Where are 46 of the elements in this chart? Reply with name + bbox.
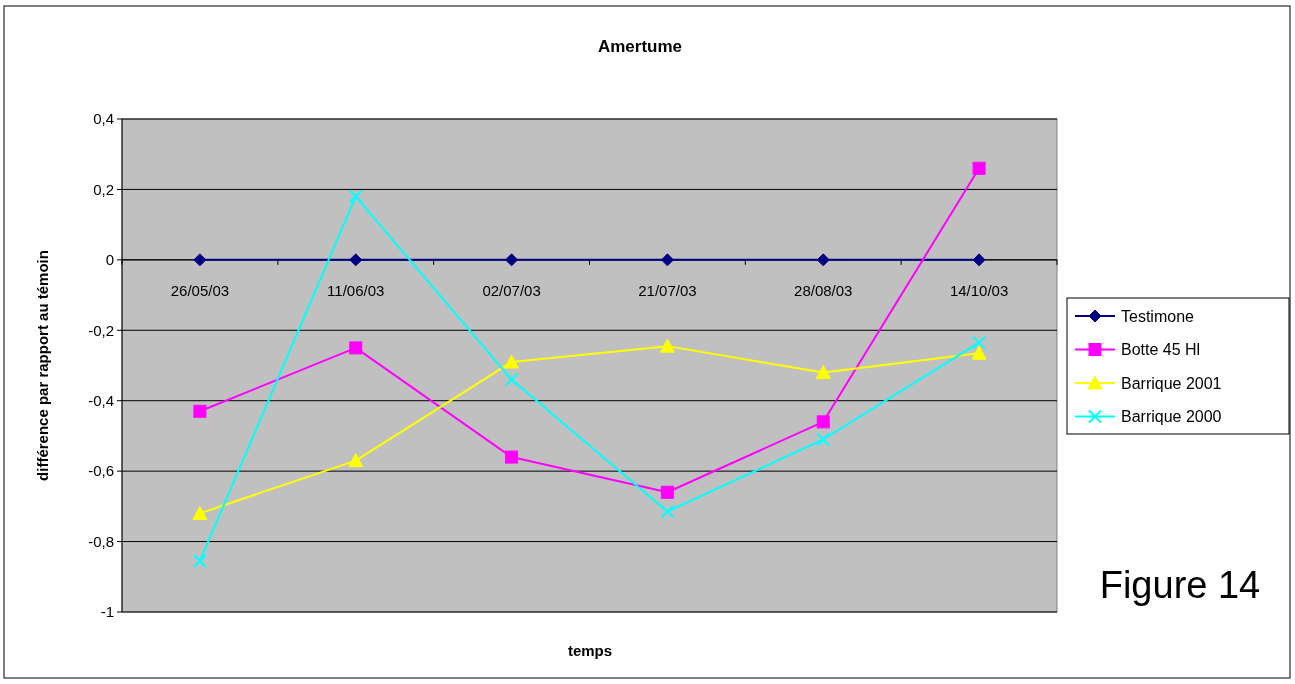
point (505, 253, 519, 267)
x-tick-label: 26/05/03 (170, 281, 230, 299)
chart-title: Amertume (597, 37, 683, 56)
x-tick-label: 14/10/03 (949, 281, 1009, 299)
legend-label: Barrique 2000 (1121, 408, 1222, 426)
x-tick-label: 11/06/03 (327, 281, 385, 299)
point (659, 338, 675, 353)
point (971, 345, 987, 360)
point (972, 161, 986, 175)
x-axis-title: temps (567, 642, 613, 659)
point (349, 341, 363, 355)
legend-label: Botte 45 Hl (1121, 341, 1201, 359)
point (192, 505, 208, 520)
point (348, 453, 364, 468)
point (816, 253, 830, 267)
point (972, 253, 986, 267)
point (193, 404, 207, 418)
y-tick-label: -0,6 (88, 462, 114, 480)
y-tick-label: 0,2 (93, 180, 114, 198)
point (815, 365, 831, 380)
y-tick-label: 0,4 (93, 110, 114, 128)
x-tick-label: 28/08/03 (794, 281, 853, 299)
legend-label: Barrique 2001 (1121, 374, 1222, 392)
legend-label: Testimone (1121, 307, 1195, 325)
x-tick-label: 21/07/03 (638, 281, 697, 299)
point (816, 415, 830, 429)
point (193, 253, 207, 267)
point (972, 335, 987, 350)
point (504, 372, 519, 387)
y-tick-label: -0,4 (88, 391, 114, 409)
point (660, 253, 674, 267)
point (816, 432, 831, 447)
y-tick-label: -0,8 (88, 532, 114, 550)
caption: Figure 14 (1099, 564, 1261, 606)
point (505, 450, 519, 464)
y-tick-label: -0,2 (88, 321, 114, 339)
point (660, 485, 674, 499)
point (504, 354, 520, 369)
point (349, 253, 363, 267)
x-tick-label: 02/07/03 (482, 281, 541, 299)
point (348, 189, 363, 204)
y-tick-label: -1 (100, 603, 114, 621)
point (192, 553, 207, 568)
point (660, 504, 675, 519)
y-tick-label: 0 (105, 251, 114, 269)
y-axis-title: différence par rapport au témoin (34, 250, 51, 481)
